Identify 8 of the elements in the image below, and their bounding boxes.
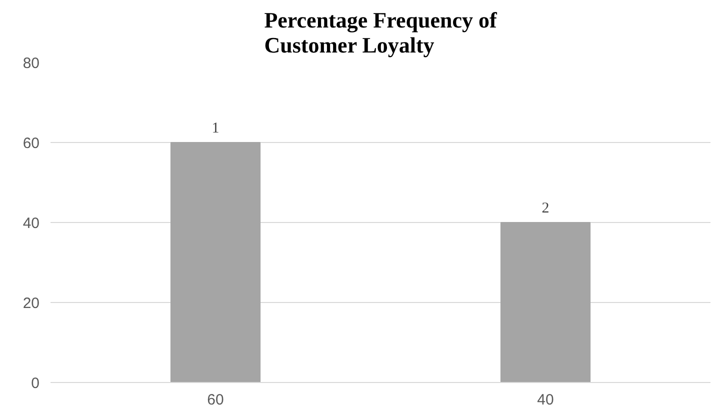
y-tick-label: 0 <box>31 375 40 392</box>
y-tick-label: 60 <box>22 135 40 152</box>
y-tick-label: 40 <box>22 215 40 232</box>
y-tick-label: 80 <box>22 55 40 72</box>
y-tick-label: 20 <box>22 295 40 312</box>
chart-title: Percentage Frequency of Customer Loyalty <box>264 8 498 58</box>
annotation: 1 <box>212 120 220 136</box>
annotation: 2 <box>542 200 550 216</box>
